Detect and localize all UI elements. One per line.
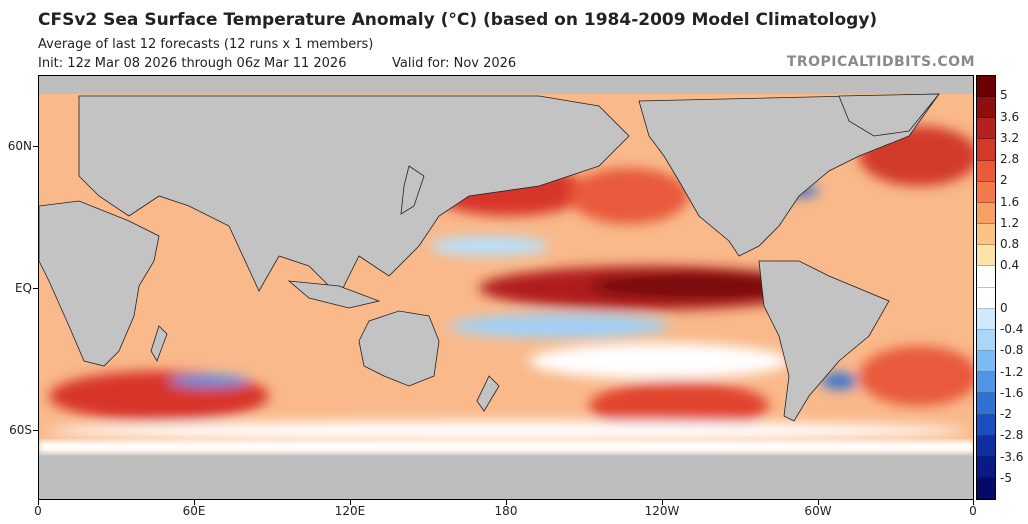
colorbar-label: 5 (1000, 88, 1008, 103)
valid-time: Valid for: Nov 2026 (392, 56, 517, 71)
colorbar-segment (977, 372, 995, 394)
colorbar-label: 0.8 (1000, 237, 1020, 251)
anomaly-central-pac-cool (449, 314, 669, 338)
anomaly-satl-warm (859, 346, 973, 406)
arctic-land (39, 76, 973, 94)
lon-label-120w: 120W (644, 504, 680, 518)
colorbar-segment (977, 351, 995, 373)
chart-subtitle: Average of last 12 forecasts (12 runs x … (38, 37, 374, 52)
colorbar (976, 75, 996, 500)
colorbar-segment (977, 477, 995, 499)
lat-label-60s: 60S (9, 423, 32, 437)
lat-label-eq: EQ (14, 281, 32, 295)
lon-tick-60e (194, 500, 195, 505)
colorbar-label: 0 (1000, 300, 1008, 315)
anomaly-ne-pacific-warm (569, 168, 689, 224)
anomaly-spac-warm (589, 381, 769, 431)
colorbar-label: 1.6 (1000, 194, 1020, 209)
colorbar-segment (977, 435, 995, 457)
colorbar-label: 0.4 (1000, 258, 1020, 273)
sst-anomaly-map (39, 76, 973, 499)
chart-title: CFSv2 Sea Surface Temperature Anomaly (°… (38, 10, 878, 30)
colorbar-label: -0.4 (1000, 322, 1024, 336)
colorbar-label: -1.6 (1000, 385, 1024, 400)
southern-ice-zone (39, 441, 973, 453)
new-zealand-land (476, 375, 500, 412)
australia-land (358, 310, 440, 387)
lon-label-60w: 60W (804, 504, 832, 518)
site-watermark[interactable]: TROPICALTIDBITS.COM (786, 54, 975, 70)
colorbar-segment (977, 202, 995, 225)
lat-tick-eq (33, 288, 38, 289)
colorbar-label: -2.8 (1000, 428, 1024, 443)
colorbar-segment (977, 456, 995, 478)
south-america-land (758, 260, 890, 422)
lat-label-60n: 60N (7, 139, 32, 153)
lon-tick-0-west (38, 500, 39, 505)
lon-tick-120e (350, 500, 351, 505)
colorbar-segment (977, 287, 995, 309)
lat-tick-60n (33, 146, 38, 147)
anomaly-satl-cool (821, 373, 857, 389)
greenland-land (838, 93, 940, 137)
lon-tick-60w (818, 500, 819, 505)
anomaly-southern-white (47, 421, 967, 441)
lon-label-0-west: 0 (34, 504, 42, 518)
lon-tick-180 (506, 500, 507, 505)
map-panel (38, 75, 974, 500)
anomaly-sindian-cool (169, 375, 249, 387)
colorbar-label: -2 (1000, 407, 1012, 421)
colorbar-label: 3.2 (1000, 130, 1020, 145)
eurasia-land (78, 95, 630, 297)
colorbar-label: 2.8 (1000, 152, 1020, 166)
colorbar-segment (977, 97, 995, 119)
colorbar-segment (977, 393, 995, 415)
land-masses (39, 93, 940, 422)
indonesia-land (287, 280, 381, 309)
colorbar-segment (977, 308, 995, 330)
colorbar-label: -0.8 (1000, 343, 1024, 358)
anomaly-spac-white (529, 343, 789, 379)
colorbar-segment (977, 118, 995, 140)
colorbar-segment (977, 245, 995, 267)
colorbar-segment (977, 266, 995, 288)
anomaly-north-pac-cool (429, 236, 549, 256)
colorbar-label: -5 (1000, 470, 1012, 485)
colorbar-label: -1.2 (1000, 364, 1024, 379)
north-america-land (638, 93, 940, 257)
africa-land (39, 200, 160, 367)
colorbar-label: -3.6 (1000, 449, 1024, 464)
antarctica-land (39, 451, 973, 499)
lon-label-60e: 60E (182, 504, 206, 518)
colorbar-segment (977, 76, 995, 98)
anomaly-nino-core (589, 272, 809, 300)
colorbar-segment (977, 329, 995, 352)
lat-tick-60s (33, 430, 38, 431)
colorbar-segment (977, 181, 995, 203)
colorbar-segment (977, 160, 995, 182)
lon-tick-120w (662, 500, 663, 505)
lon-label-120e: 120E (334, 504, 366, 518)
colorbar-segment (977, 224, 995, 246)
colorbar-segment (977, 139, 995, 161)
colorbar-label: 1.2 (1000, 215, 1020, 230)
colorbar-label: 3.6 (1000, 109, 1020, 124)
colorbar-label: 2 (1000, 173, 1008, 188)
colorbar-segment (977, 414, 995, 436)
lon-label-0-east: 0 (969, 504, 977, 518)
init-time: Init: 12z Mar 08 2026 through 06z Mar 11… (38, 56, 347, 71)
madagascar-land (150, 325, 168, 362)
lon-tick-0-east (973, 500, 974, 505)
japan-land (400, 165, 425, 215)
lon-label-180: 180 (494, 504, 518, 518)
